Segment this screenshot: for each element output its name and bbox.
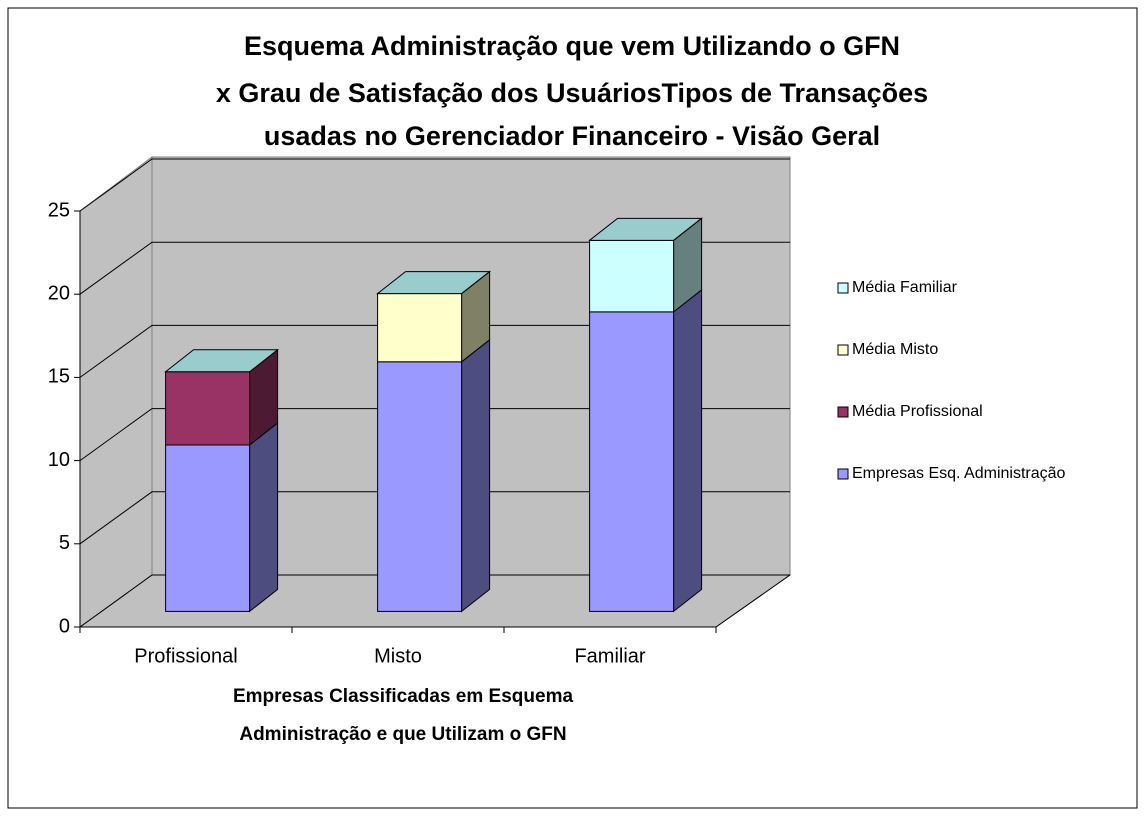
grid-line (79, 574, 790, 628)
legend-label: Empresas Esq. Administração (852, 465, 1066, 482)
bar-segment (377, 338, 491, 613)
legend-label: Média Profissional (852, 403, 983, 420)
bar-front (589, 311, 675, 612)
bar-side (249, 421, 279, 613)
bar-segment (164, 348, 280, 447)
bar-top (376, 271, 492, 295)
bar-front (377, 293, 463, 363)
bar-top (588, 217, 704, 241)
bar-segment (165, 421, 279, 613)
chart-title: Esquema Administração que vem Utilizando… (244, 31, 900, 61)
legend-swatch (837, 282, 849, 294)
bar-front (589, 239, 675, 313)
legend-label: Média Misto (852, 341, 938, 358)
bar-segment (589, 288, 703, 613)
chart-title: x Grau de Satisfação dos UsuáriosTipos d… (216, 78, 928, 108)
legend-swatch (837, 406, 849, 418)
bar-front (165, 444, 251, 612)
grid-line (79, 324, 790, 378)
y-tick-label: 5 (59, 532, 70, 554)
x-tick-label: Misto (374, 645, 422, 667)
y-tick-label: 0 (59, 615, 70, 637)
y-tick-label: 10 (48, 449, 70, 471)
side-wall (79, 156, 153, 628)
y-tick-label: 15 (48, 366, 70, 388)
x-axis-label: Empresas Classificadas em Esquema (233, 686, 574, 707)
bar-segment (588, 217, 704, 313)
bar-segment (376, 270, 492, 363)
x-tick-label: Familiar (574, 645, 645, 667)
floor-edge (715, 574, 791, 628)
bar-front (165, 371, 251, 446)
legend-swatch (837, 344, 849, 356)
bar-top (164, 349, 280, 373)
grid-line (79, 491, 790, 545)
bar-side (461, 338, 491, 613)
legend-swatch (837, 468, 849, 480)
chart-title: usadas no Gerenciador Financeiro - Visão… (264, 121, 880, 151)
grid-line (79, 408, 790, 462)
grid-line (79, 241, 790, 295)
y-tick-label: 20 (48, 282, 70, 304)
x-tick-label: Profissional (134, 645, 237, 667)
x-axis-label: Administração e que Utilizam o GFN (239, 724, 566, 745)
grid-line (79, 158, 790, 212)
bar-side (673, 288, 703, 613)
y-tick-label: 25 (48, 199, 70, 221)
legend-label: Média Familiar (852, 279, 958, 296)
bar-front (377, 361, 463, 612)
